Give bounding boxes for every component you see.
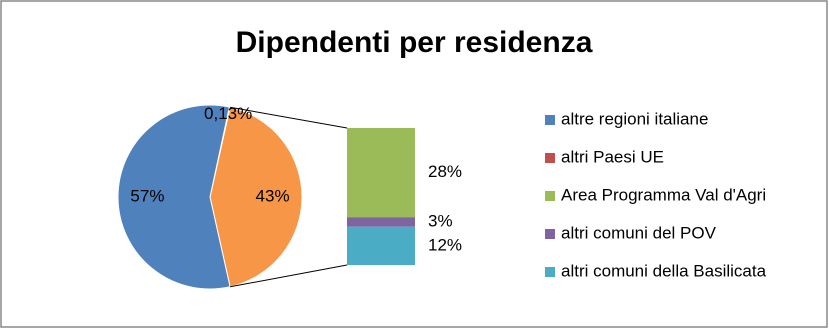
data-label: 0,13% (204, 104, 252, 123)
data-label: 3% (428, 211, 453, 230)
legend-label: altri comuni della Basilicata (561, 261, 767, 280)
legend-label: altre regioni italiane (561, 109, 708, 128)
bar-segment (347, 128, 415, 218)
connector-line (229, 106, 348, 129)
legend-label: altri comuni del POV (561, 223, 717, 242)
legend-swatch (545, 191, 555, 201)
data-label: 12% (428, 235, 462, 254)
bar-segment (347, 226, 415, 265)
data-label: 28% (428, 162, 462, 181)
pie-slice (209, 106, 303, 288)
legend-label: altri Paesi UE (561, 147, 664, 166)
bar-segment (347, 217, 415, 227)
connector-line (229, 264, 348, 288)
legend-swatch (545, 115, 555, 125)
chart-title: Dipendenti per residenza (236, 26, 593, 59)
legend-swatch (545, 153, 555, 163)
data-label: 57% (130, 187, 164, 206)
pie-slice (117, 104, 231, 290)
data-label: 43% (256, 186, 290, 205)
legend-swatch (545, 229, 555, 239)
legend-label: Area Programma Val d'Agri (561, 185, 766, 204)
legend-swatch (545, 267, 555, 277)
